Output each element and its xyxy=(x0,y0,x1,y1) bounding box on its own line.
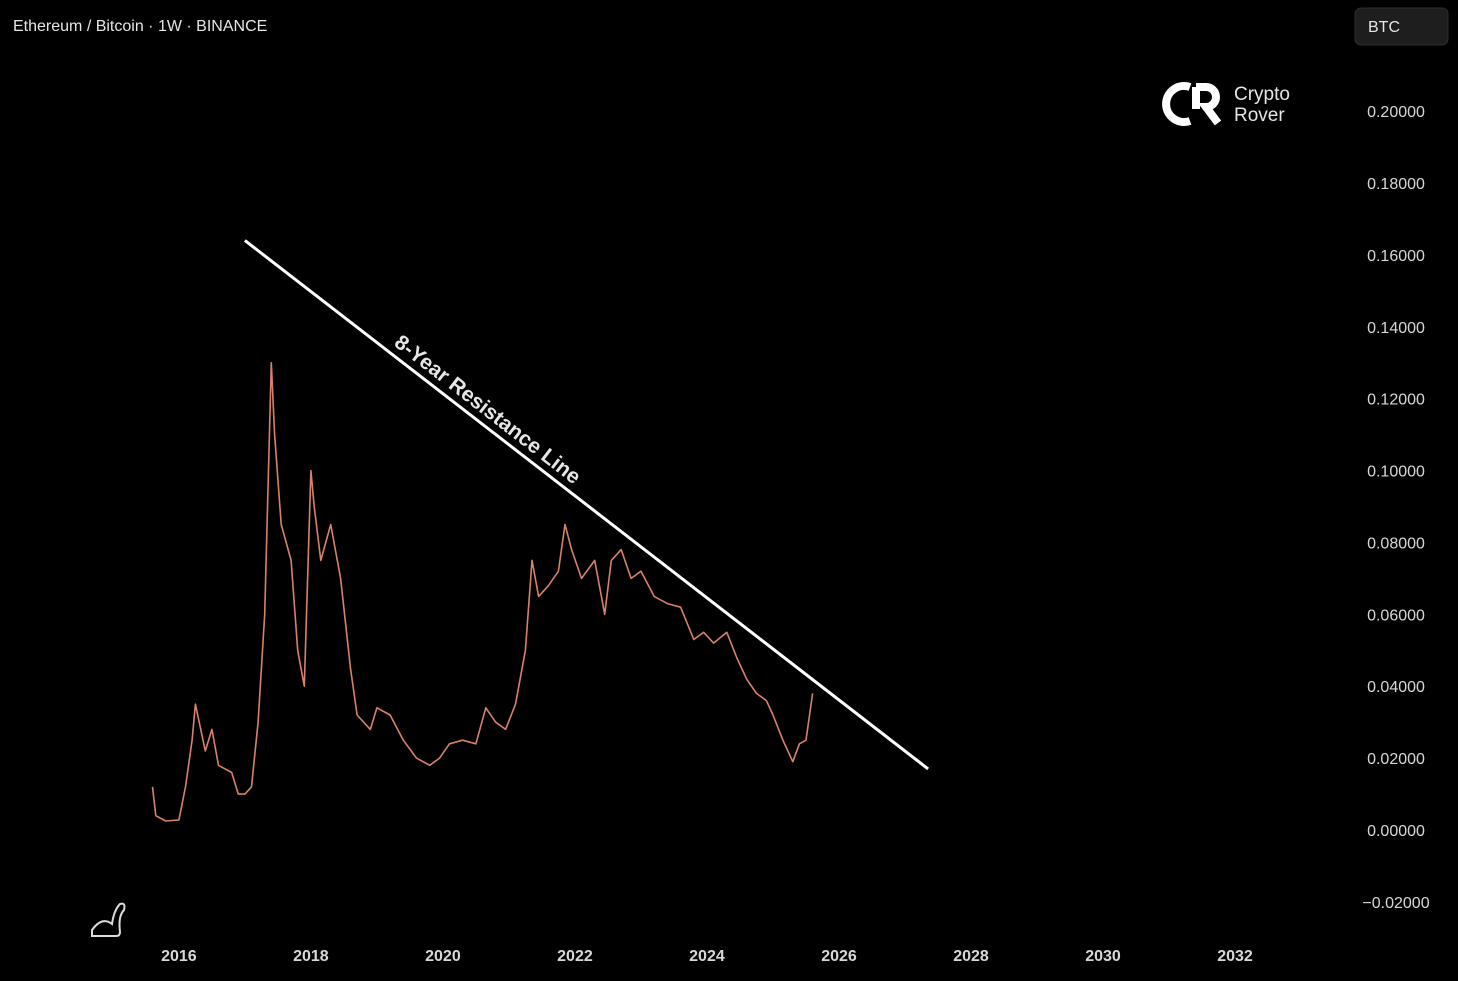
y-tick-label: 0.06000 xyxy=(1367,607,1425,624)
x-tick-label: 2032 xyxy=(1217,948,1253,965)
y-tick-label: 0.20000 xyxy=(1367,104,1425,121)
y-tick-label: 0.18000 xyxy=(1367,176,1425,193)
resistance-line xyxy=(243,239,930,771)
watermark-logo xyxy=(1162,82,1222,126)
x-tick-label: 2026 xyxy=(821,948,857,965)
x-tick-label: 2024 xyxy=(689,948,725,965)
y-tick-label: 0.08000 xyxy=(1367,535,1425,552)
x-tick-label: 2020 xyxy=(425,948,461,965)
x-tick-label: 2028 xyxy=(953,948,989,965)
y-tick-label: 0.16000 xyxy=(1367,248,1425,265)
y-tick-label: −0.02000 xyxy=(1362,895,1429,912)
y-tick-label: 0.14000 xyxy=(1367,320,1425,337)
chart-title: Ethereum / Bitcoin · 1W · BINANCE xyxy=(13,18,267,35)
x-tick-label: 2016 xyxy=(161,948,197,965)
x-tick-label: 2018 xyxy=(293,948,329,965)
y-tick-label: 0.10000 xyxy=(1367,464,1425,481)
price-line xyxy=(151,361,814,822)
resistance-label: 8-Year Resistance Line xyxy=(390,331,585,489)
x-tick-label: 2022 xyxy=(557,948,593,965)
y-tick-label: 0.04000 xyxy=(1367,679,1425,696)
currency-button[interactable] xyxy=(1354,7,1449,46)
y-tick-label: 0.02000 xyxy=(1367,751,1425,768)
y-tick-label: 0.12000 xyxy=(1367,392,1425,409)
currency-label[interactable]: BTC xyxy=(1368,19,1400,36)
watermark-text: Rover xyxy=(1234,105,1285,126)
y-tick-label: 0.00000 xyxy=(1367,823,1425,840)
logo-icon xyxy=(91,902,126,937)
x-tick-label: 2030 xyxy=(1085,948,1121,965)
watermark-text: Crypto xyxy=(1234,84,1290,105)
